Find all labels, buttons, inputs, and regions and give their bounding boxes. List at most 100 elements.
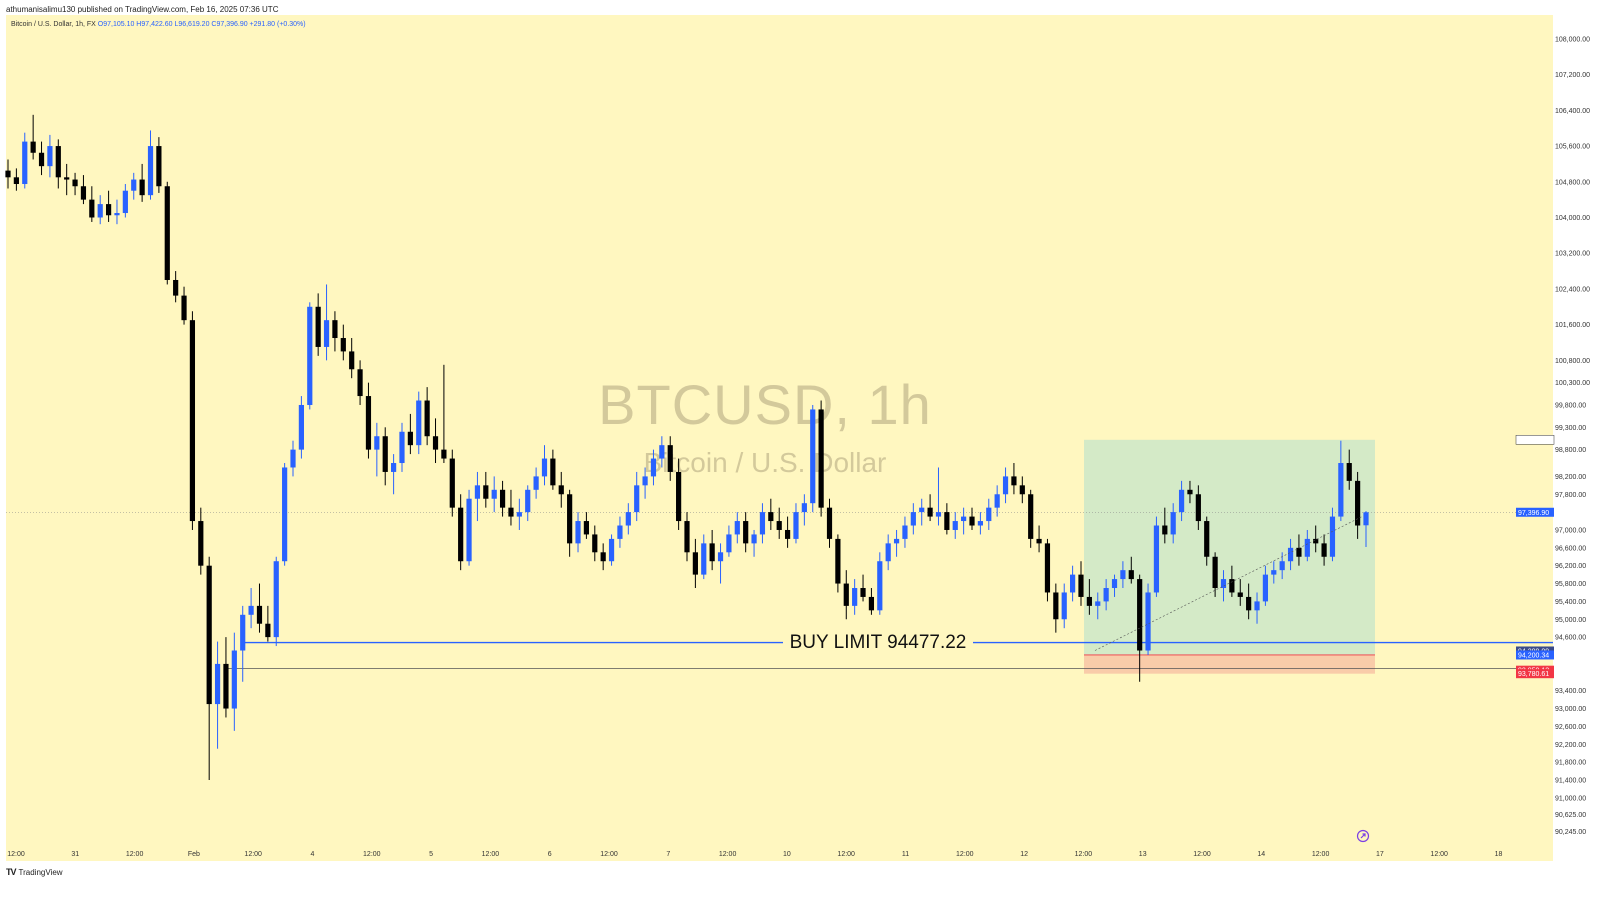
candle[interactable] — [223, 663, 229, 709]
candle[interactable] — [1296, 547, 1302, 557]
candle[interactable] — [541, 458, 548, 477]
candle[interactable] — [458, 507, 464, 562]
candle[interactable] — [38, 152, 45, 167]
candle[interactable] — [1246, 596, 1252, 611]
candle[interactable] — [1111, 579, 1118, 589]
candle[interactable] — [231, 650, 237, 709]
candle[interactable] — [1103, 588, 1109, 602]
candle[interactable] — [97, 204, 103, 218]
candle[interactable] — [240, 614, 246, 651]
candle[interactable] — [248, 605, 254, 615]
candle[interactable] — [198, 521, 204, 566]
candle[interactable] — [1204, 521, 1210, 557]
candle[interactable] — [1120, 570, 1126, 580]
candle[interactable] — [902, 525, 908, 539]
candle[interactable] — [365, 396, 372, 450]
candle[interactable] — [525, 489, 531, 513]
candle[interactable] — [1153, 525, 1160, 593]
candle[interactable] — [30, 141, 36, 153]
candle[interactable] — [818, 409, 824, 508]
candle[interactable] — [508, 507, 514, 517]
candle[interactable] — [1053, 592, 1059, 620]
candle[interactable] — [391, 463, 397, 472]
candle[interactable] — [1279, 561, 1285, 571]
candle[interactable] — [131, 179, 137, 191]
candle[interactable] — [1145, 592, 1151, 651]
candle[interactable] — [432, 436, 439, 450]
candle[interactable] — [617, 525, 623, 539]
candle[interactable] — [885, 543, 891, 562]
chart-pane[interactable] — [6, 15, 1553, 861]
stop-zone[interactable] — [1084, 654, 1375, 674]
candle[interactable] — [1355, 480, 1361, 526]
candle[interactable] — [13, 177, 19, 185]
buy-limit-label[interactable]: BUY LIMIT 94477.22 — [783, 630, 973, 656]
candle[interactable] — [256, 605, 263, 624]
candle[interactable] — [961, 516, 967, 522]
candle[interactable] — [399, 431, 405, 464]
candle[interactable] — [5, 170, 11, 178]
candle[interactable] — [1329, 516, 1336, 557]
candle[interactable] — [826, 507, 833, 539]
candle[interactable] — [810, 409, 816, 504]
candle[interactable] — [206, 565, 212, 705]
candle[interactable] — [986, 507, 992, 522]
candle[interactable] — [1304, 538, 1310, 557]
candle[interactable] — [994, 494, 1000, 508]
candle[interactable] — [759, 512, 766, 535]
candle[interactable] — [784, 529, 791, 539]
candle[interactable] — [1070, 574, 1076, 593]
candle[interactable] — [1061, 592, 1067, 620]
candle[interactable] — [374, 436, 380, 450]
candle[interactable] — [89, 199, 95, 218]
candle[interactable] — [1229, 579, 1235, 593]
candle[interactable] — [1019, 485, 1025, 495]
candle[interactable] — [877, 561, 883, 611]
price-axis[interactable] — [1553, 15, 1600, 861]
candle[interactable] — [1036, 538, 1042, 544]
candle[interactable] — [307, 306, 313, 405]
candle[interactable] — [676, 471, 682, 522]
candle[interactable] — [592, 534, 598, 553]
candle[interactable] — [1137, 579, 1143, 651]
candle[interactable] — [424, 400, 430, 437]
candle[interactable] — [650, 458, 657, 477]
candle[interactable] — [835, 538, 841, 584]
candle[interactable] — [139, 179, 145, 196]
candle[interactable] — [449, 458, 455, 508]
candle[interactable] — [491, 489, 497, 499]
candle[interactable] — [575, 521, 581, 544]
candle[interactable] — [147, 146, 154, 196]
candle[interactable] — [634, 485, 640, 513]
candle[interactable] — [684, 521, 690, 553]
candle[interactable] — [22, 141, 28, 185]
candle[interactable] — [793, 512, 799, 539]
candle[interactable] — [173, 279, 179, 296]
candle[interactable] — [1195, 494, 1201, 522]
candle[interactable] — [1178, 489, 1185, 513]
candle[interactable] — [483, 485, 489, 499]
candle[interactable] — [416, 400, 422, 446]
candle[interactable] — [466, 498, 472, 562]
candle[interactable] — [893, 538, 900, 544]
candle[interactable] — [1086, 596, 1092, 606]
candle[interactable] — [315, 306, 321, 347]
candle[interactable] — [533, 476, 539, 490]
candle[interactable] — [1095, 601, 1101, 606]
candle[interactable] — [1078, 574, 1084, 597]
candle[interactable] — [558, 485, 564, 495]
candle[interactable] — [726, 534, 732, 553]
candle[interactable] — [935, 512, 942, 517]
candle[interactable] — [768, 512, 774, 522]
candle[interactable] — [1346, 463, 1352, 481]
candle[interactable] — [265, 623, 271, 638]
candle[interactable] — [349, 351, 355, 370]
candle[interactable] — [407, 431, 413, 446]
candle[interactable] — [692, 552, 698, 575]
candle[interactable] — [164, 186, 170, 280]
candle[interactable] — [1162, 525, 1168, 535]
candle[interactable] — [734, 521, 740, 535]
candle[interactable] — [1220, 579, 1227, 589]
candle[interactable] — [919, 507, 925, 513]
